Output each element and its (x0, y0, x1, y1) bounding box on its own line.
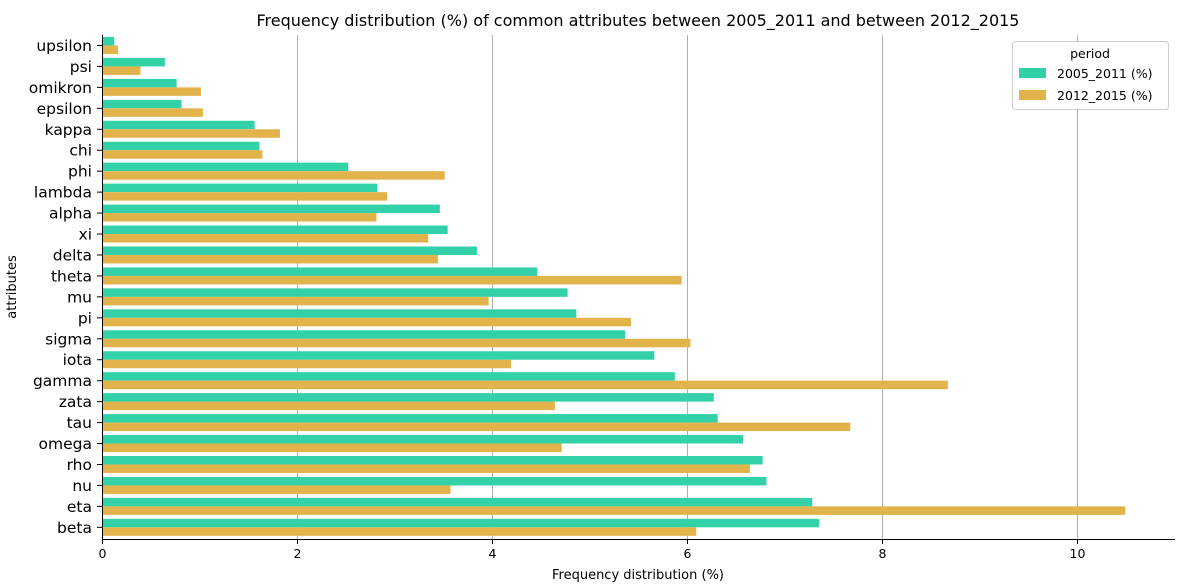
bar-nu-2012-2015 (102, 485, 451, 494)
bar-eta-2012-2015 (102, 506, 1126, 515)
x-ticks: 0 2 4 6 8 10 (99, 539, 1086, 561)
bar-omikron-2012-2015 (102, 87, 201, 96)
legend-swatch-2005-2011 (1019, 68, 1046, 78)
bar-mu-2012-2015 (102, 296, 489, 306)
bar-gamma-2005-2011 (102, 372, 675, 381)
y-tick-label-mu: mu (67, 288, 92, 306)
bar-rho-2005-2011 (102, 455, 763, 465)
y-tick-label-gamma: gamma (33, 372, 92, 390)
bars (102, 36, 1126, 536)
y-tick-label-kappa: kappa (45, 121, 92, 139)
bar-mu-2005-2011 (102, 288, 568, 297)
y-ticks: upsilon psi omikron epsilon kappa chi phi lambd… (29, 37, 102, 537)
bar-zata-2005-2011 (102, 393, 714, 402)
bar-xi-2012-2015 (102, 234, 429, 243)
bar-psi-2005-2011 (102, 57, 165, 67)
axes (102, 35, 1175, 540)
bar-pi-2005-2011 (102, 309, 577, 318)
y-tick-label-theta: theta (51, 267, 92, 285)
bar-lambda-2005-2011 (102, 183, 378, 193)
bar-kappa-2005-2011 (102, 120, 255, 130)
bar-delta-2012-2015 (102, 254, 438, 264)
y-tick-label-iota: iota (63, 351, 92, 369)
bar-zata-2012-2015 (102, 401, 555, 411)
x-axis-label: Frequency distribution (%) (552, 568, 724, 583)
bar-theta-2005-2011 (102, 267, 538, 276)
bar-delta-2005-2011 (102, 246, 477, 255)
bar-upsilon-2005-2011 (102, 36, 115, 46)
bar-kappa-2012-2015 (102, 129, 280, 138)
x-tick-label-10: 10 (1070, 546, 1086, 561)
x-tick-label-4: 4 (489, 546, 497, 561)
y-tick-label-psi: psi (70, 58, 92, 76)
bar-beta-2005-2011 (102, 518, 820, 528)
legend-title: period (1070, 46, 1110, 61)
bar-alpha-2005-2011 (102, 204, 440, 214)
bar-iota-2005-2011 (102, 351, 655, 360)
legend-swatch-2012-2015 (1019, 90, 1046, 100)
y-tick-label-phi: phi (68, 163, 92, 181)
bar-omikron-2005-2011 (102, 78, 177, 88)
bar-beta-2012-2015 (102, 527, 697, 536)
y-axis-label: attributes (5, 255, 20, 319)
x-tick-label-2: 2 (294, 546, 302, 561)
y-tick-label-pi: pi (78, 309, 92, 327)
bar-chi-2005-2011 (102, 141, 260, 151)
y-tick-label-rho: rho (67, 456, 92, 474)
bar-epsilon-2012-2015 (102, 108, 203, 117)
x-tick-label-6: 6 (684, 546, 692, 561)
y-tick-label-omega: omega (39, 435, 92, 453)
legend: period 2005_2011 (%) 2012_2015 (%) (1012, 41, 1169, 110)
bar-nu-2005-2011 (102, 476, 767, 486)
x-tick-label-0: 0 (99, 546, 107, 561)
legend-label-2012-2015: 2012_2015 (%) (1057, 88, 1152, 103)
y-tick-label-tau: tau (67, 414, 92, 432)
legend-label-2005-2011: 2005_2011 (%) (1057, 66, 1152, 81)
bar-omega-2005-2011 (102, 435, 744, 444)
bar-chi-2012-2015 (102, 150, 263, 159)
y-tick-label-epsilon: epsilon (37, 100, 92, 118)
y-tick-label-xi: xi (79, 226, 92, 244)
y-tick-label-upsilon: upsilon (36, 37, 92, 55)
bar-upsilon-2012-2015 (102, 45, 119, 54)
bar-iota-2012-2015 (102, 359, 512, 369)
bar-alpha-2012-2015 (102, 213, 377, 222)
bar-phi-2012-2015 (102, 171, 445, 180)
y-tick-label-chi: chi (69, 142, 92, 160)
y-tick-label-omikron: omikron (29, 79, 92, 97)
grid-lines (297, 35, 1078, 539)
bar-lambda-2012-2015 (102, 192, 388, 201)
bar-xi-2005-2011 (102, 225, 448, 235)
y-tick-label-lambda: lambda (34, 184, 92, 202)
bar-rho-2012-2015 (102, 464, 750, 473)
legend-frame (1012, 41, 1169, 110)
bar-tau-2012-2015 (102, 422, 851, 432)
y-tick-label-eta: eta (67, 498, 92, 516)
bar-tau-2005-2011 (102, 414, 718, 423)
y-tick-label-zata: zata (59, 393, 92, 411)
bar-psi-2012-2015 (102, 66, 141, 75)
bar-gamma-2012-2015 (102, 380, 948, 390)
bar-epsilon-2005-2011 (102, 99, 182, 109)
bar-omega-2012-2015 (102, 443, 562, 453)
chart-title: Frequency distribution (%) of common att… (257, 11, 1020, 31)
y-tick-label-alpha: alpha (49, 205, 92, 223)
y-tick-label-delta: delta (53, 246, 92, 264)
bar-theta-2012-2015 (102, 275, 682, 285)
y-tick-label-beta: beta (57, 519, 92, 537)
bar-sigma-2012-2015 (102, 338, 691, 348)
x-tick-label-8: 8 (879, 546, 887, 561)
y-tick-label-nu: nu (72, 477, 92, 495)
bar-eta-2005-2011 (102, 497, 813, 507)
y-tick-label-sigma: sigma (45, 330, 92, 348)
bar-pi-2012-2015 (102, 317, 631, 327)
bar-phi-2005-2011 (102, 162, 349, 172)
bar-sigma-2005-2011 (102, 330, 626, 339)
